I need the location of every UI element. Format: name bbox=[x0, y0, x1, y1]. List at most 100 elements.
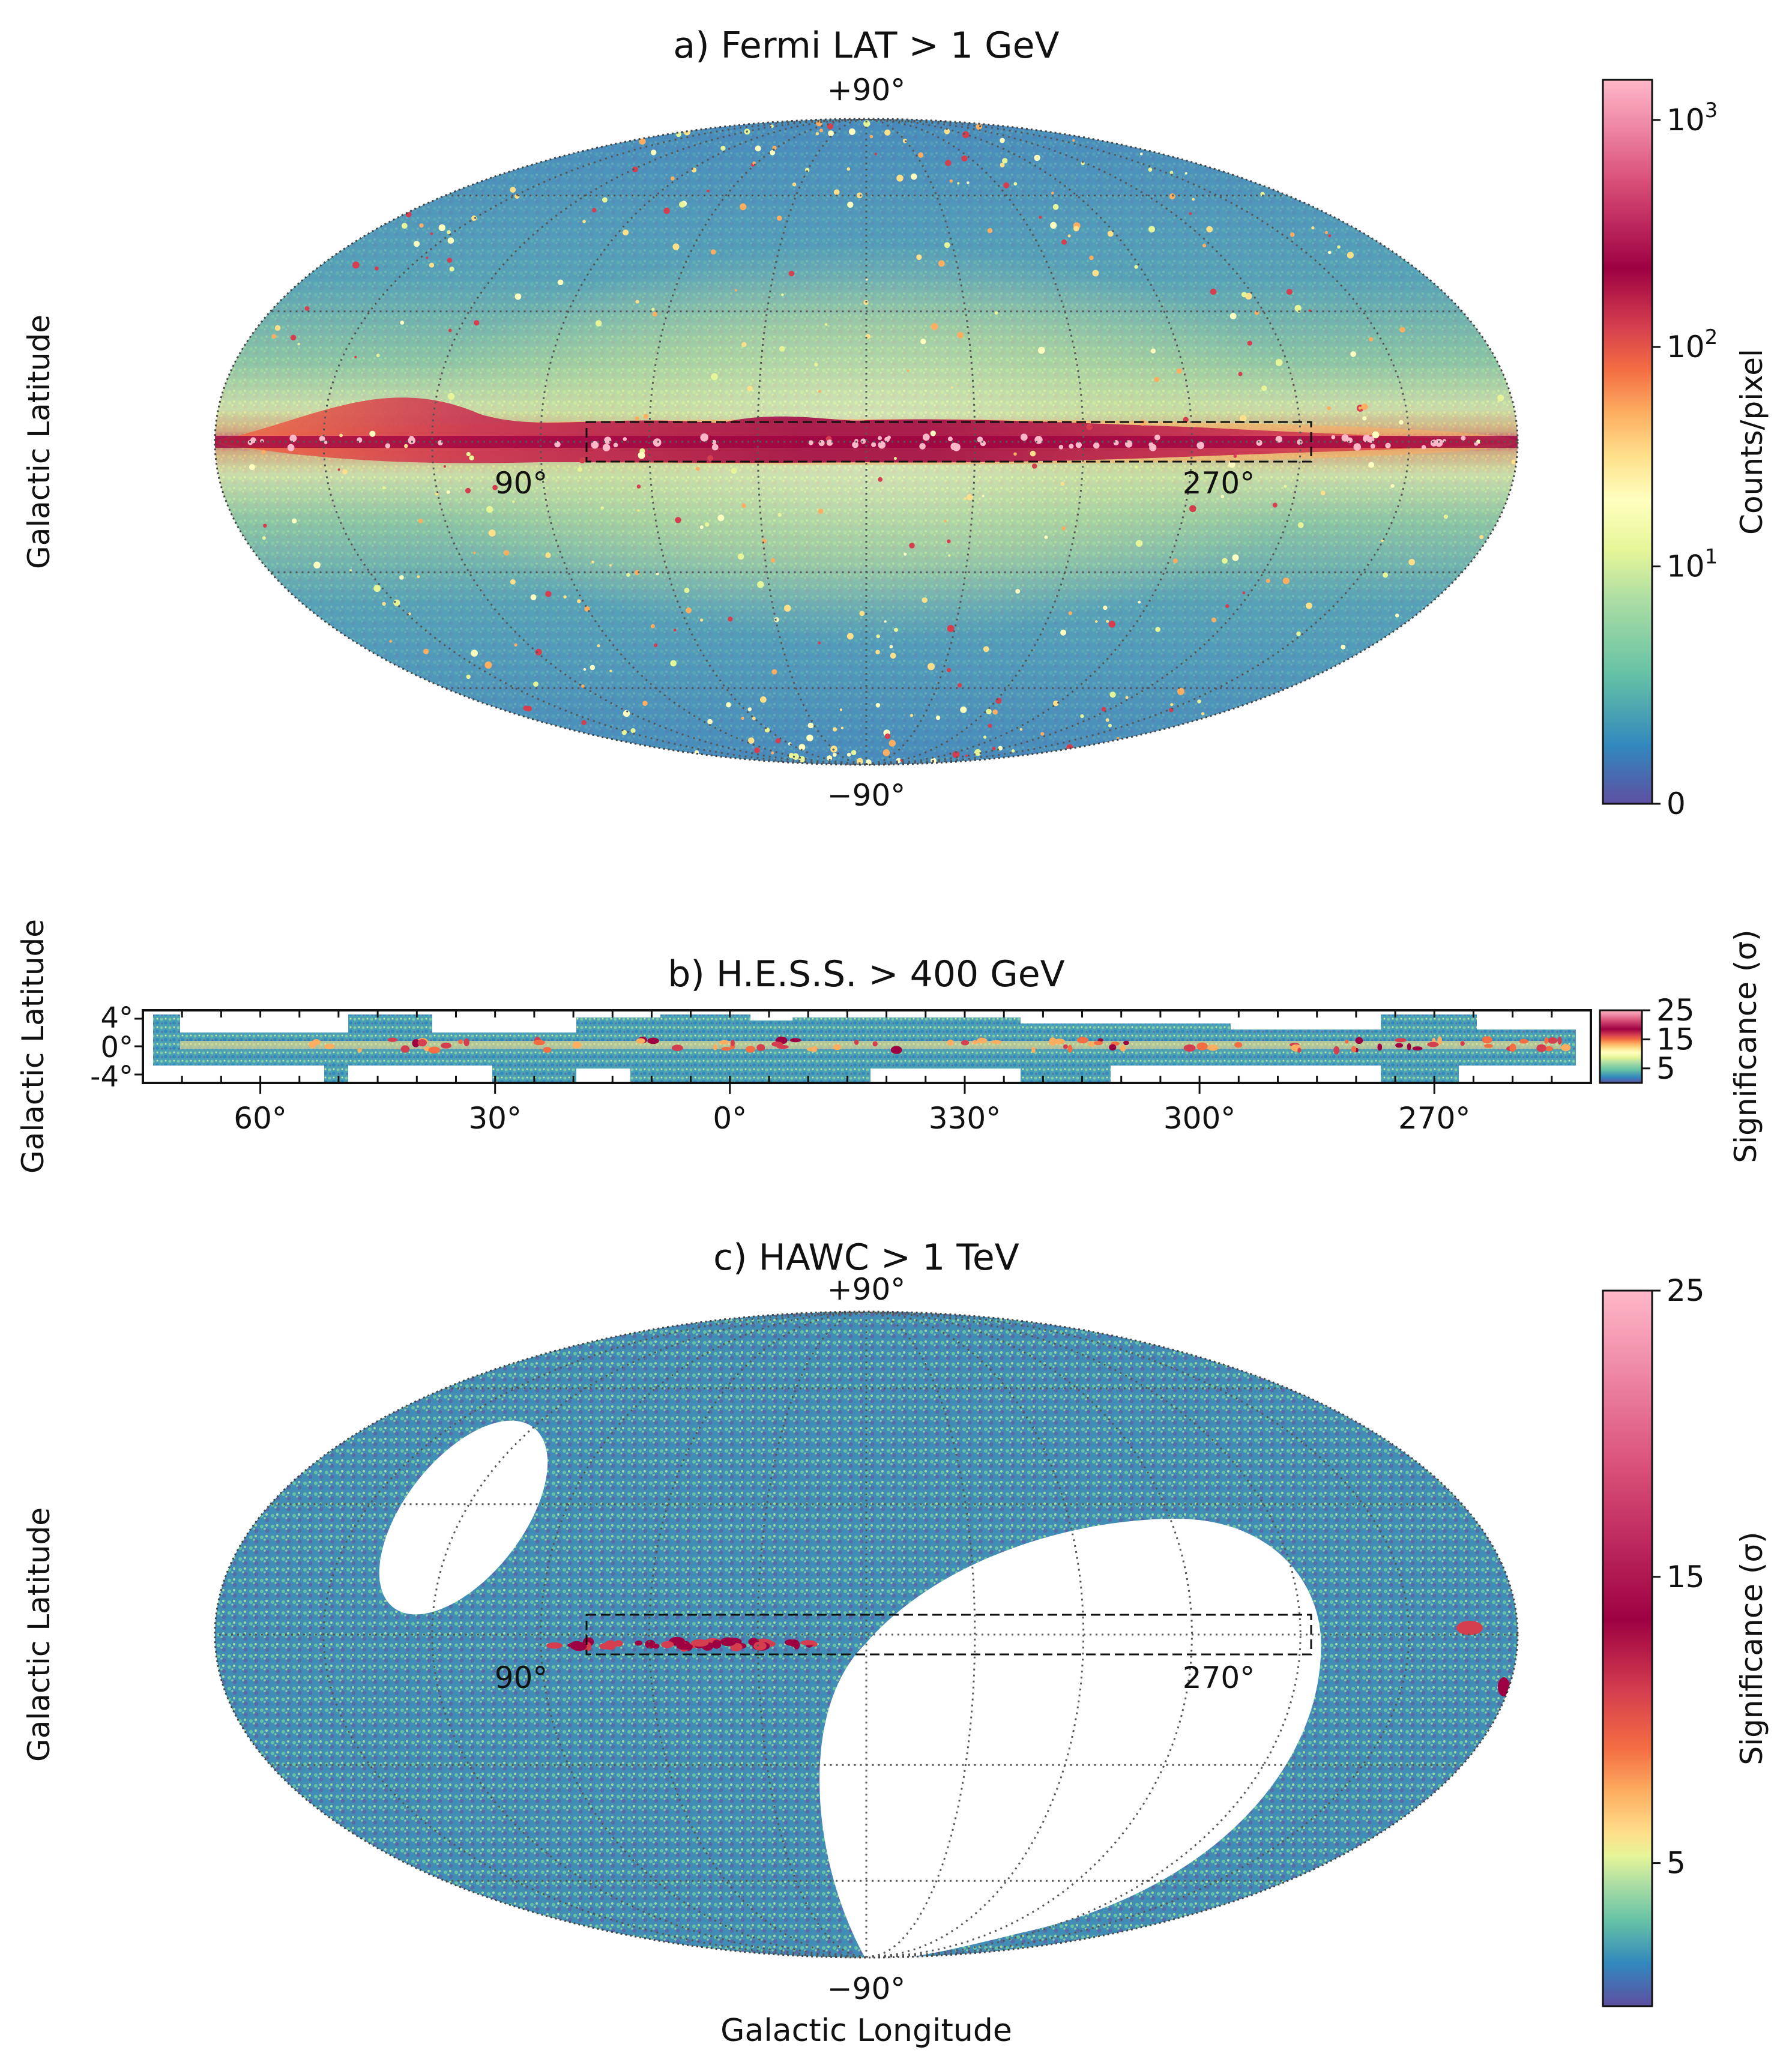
hess-source bbox=[991, 1040, 1002, 1045]
point-source bbox=[652, 312, 657, 317]
plane-source bbox=[1075, 442, 1082, 448]
point-source bbox=[1039, 216, 1042, 219]
point-source bbox=[788, 753, 794, 759]
point-source bbox=[696, 466, 700, 471]
point-source bbox=[907, 369, 910, 372]
point-source bbox=[741, 716, 744, 720]
point-source bbox=[771, 669, 777, 675]
point-source bbox=[846, 752, 851, 757]
point-source bbox=[339, 433, 343, 438]
point-source bbox=[1241, 292, 1247, 298]
point-source bbox=[1337, 245, 1341, 249]
point-source bbox=[857, 192, 863, 199]
point-source bbox=[447, 393, 455, 400]
hawc-source bbox=[1456, 1621, 1483, 1635]
hess-xtick-label: 0° bbox=[713, 1101, 747, 1136]
point-source bbox=[833, 189, 840, 196]
point-source bbox=[413, 241, 420, 247]
point-source bbox=[337, 468, 340, 471]
point-source bbox=[1311, 226, 1315, 230]
hess-source bbox=[1437, 1036, 1443, 1045]
fermi-skymap bbox=[215, 119, 1518, 765]
point-source bbox=[304, 306, 310, 311]
point-source bbox=[643, 414, 648, 419]
hess-source bbox=[412, 1039, 420, 1048]
hawc-lon-270: 270° bbox=[1183, 1660, 1255, 1695]
point-source bbox=[909, 543, 915, 549]
point-source bbox=[1242, 591, 1246, 594]
point-source bbox=[635, 300, 639, 304]
meridian-line bbox=[756, 1312, 867, 1958]
point-source bbox=[1139, 152, 1143, 155]
hawc-lat-top: +90° bbox=[827, 1272, 906, 1307]
point-source bbox=[600, 506, 604, 510]
point-source bbox=[847, 201, 854, 208]
point-source bbox=[630, 728, 636, 734]
hawc-outline bbox=[214, 1310, 1519, 1959]
hess-source bbox=[721, 1046, 731, 1051]
point-source bbox=[426, 256, 429, 259]
hess-source bbox=[961, 1040, 970, 1046]
point-source bbox=[752, 716, 756, 720]
point-source bbox=[1173, 558, 1178, 564]
point-source bbox=[297, 342, 301, 346]
point-source bbox=[699, 525, 704, 529]
hawc-plane-source bbox=[720, 1637, 737, 1647]
point-source bbox=[747, 385, 753, 391]
point-source bbox=[557, 279, 564, 286]
plane-source bbox=[289, 435, 297, 442]
point-source bbox=[1408, 559, 1416, 565]
point-source bbox=[807, 722, 814, 729]
hess-source bbox=[1063, 1044, 1068, 1049]
point-source bbox=[639, 137, 646, 145]
hawc-skymap bbox=[215, 1312, 1518, 1958]
fermi-colorbar: 0 101 102 103 Counts/pixel bbox=[1602, 79, 1769, 821]
point-source bbox=[1395, 613, 1399, 618]
hawc-plane-source bbox=[604, 1640, 617, 1650]
point-source bbox=[1015, 589, 1021, 594]
point-source bbox=[889, 645, 893, 649]
point-source bbox=[731, 468, 737, 474]
point-source bbox=[948, 554, 951, 557]
point-source bbox=[466, 674, 471, 680]
plane-source bbox=[1256, 439, 1263, 446]
hess-source bbox=[1509, 1043, 1516, 1052]
point-source bbox=[369, 430, 376, 437]
point-source bbox=[1247, 340, 1252, 346]
plane-source bbox=[385, 443, 391, 448]
point-source bbox=[754, 747, 760, 753]
hawc-lat-bottom: −90° bbox=[827, 1971, 906, 2006]
point-source bbox=[578, 467, 582, 472]
point-source bbox=[597, 644, 600, 648]
colorbar-tick-label: 25 bbox=[1656, 993, 1695, 1028]
point-source bbox=[818, 508, 824, 514]
point-source bbox=[741, 342, 747, 348]
point-source bbox=[1013, 182, 1018, 186]
hawc-source bbox=[1498, 1677, 1510, 1696]
point-source bbox=[728, 616, 733, 622]
point-source bbox=[623, 229, 629, 236]
point-source bbox=[686, 607, 692, 613]
fermi-lat-top: +90° bbox=[827, 73, 906, 107]
point-source bbox=[673, 629, 677, 632]
point-source bbox=[1044, 535, 1048, 539]
plane-source bbox=[653, 438, 662, 447]
fermi-lat-bottom: −90° bbox=[827, 778, 906, 813]
point-source bbox=[418, 519, 423, 523]
fermi-ylabel: Galactic Latitude bbox=[22, 315, 56, 569]
point-source bbox=[400, 321, 405, 325]
point-source bbox=[840, 726, 844, 729]
plane-source bbox=[1020, 433, 1028, 441]
point-source bbox=[1210, 288, 1217, 295]
point-source bbox=[944, 242, 950, 249]
hess-source bbox=[730, 1040, 735, 1046]
point-source bbox=[944, 520, 947, 522]
point-source bbox=[469, 455, 474, 460]
point-source bbox=[832, 753, 837, 757]
point-source bbox=[342, 469, 348, 475]
point-source bbox=[510, 579, 516, 585]
point-source bbox=[382, 486, 386, 490]
point-source bbox=[1350, 351, 1356, 357]
point-source bbox=[651, 149, 657, 155]
